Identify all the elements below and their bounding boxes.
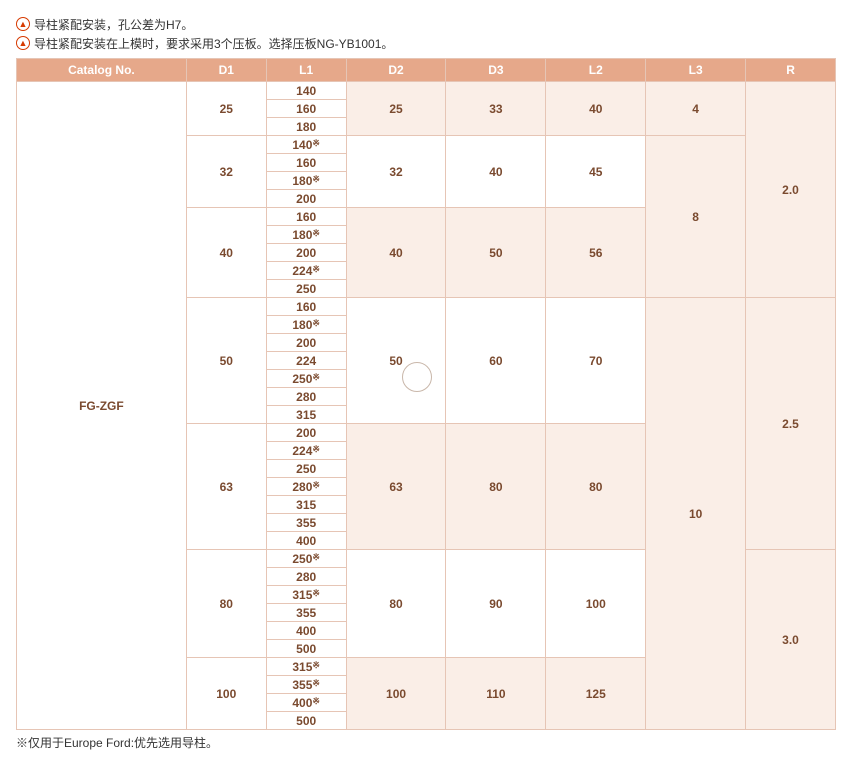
l1-cell: 500 xyxy=(266,640,346,658)
d2-cell: 50 xyxy=(346,298,446,424)
r-cell: 3.0 xyxy=(746,550,836,730)
header-d2: D2 xyxy=(346,59,446,82)
r-cell: 2.0 xyxy=(746,82,836,298)
l1-cell: 160 xyxy=(266,208,346,226)
l1-cell: 500 xyxy=(266,712,346,730)
spec-table: Catalog No. D1 L1 D2 D3 L2 L3 R FG-ZGF25… xyxy=(16,58,836,730)
r-cell: 2.5 xyxy=(746,298,836,550)
l1-cell: 180※ xyxy=(266,226,346,244)
d1-cell: 80 xyxy=(186,550,266,658)
cursor-circle-overlay xyxy=(402,362,432,392)
l1-cell: 355 xyxy=(266,604,346,622)
l1-cell: 224 xyxy=(266,352,346,370)
d1-cell: 63 xyxy=(186,424,266,550)
d3-cell: 50 xyxy=(446,208,546,298)
l1-cell: 280 xyxy=(266,568,346,586)
note-line-2: ▲ 导柱紧配安装在上模时，要求采用3个压板。选择压板NG-YB1001。 xyxy=(16,35,842,52)
note-text-1: 导柱紧配安装，孔公差为H7。 xyxy=(34,16,193,33)
table-row: FG-ZGF2514025334042.0 xyxy=(17,82,836,100)
l2-cell: 40 xyxy=(546,82,646,136)
l3-cell: 8 xyxy=(646,136,746,298)
header-l1: L1 xyxy=(266,59,346,82)
note-text-2: 导柱紧配安装在上模时，要求采用3个压板。选择压板NG-YB1001。 xyxy=(34,35,393,52)
header-r: R xyxy=(746,59,836,82)
d2-cell: 80 xyxy=(346,550,446,658)
header-catalog: Catalog No. xyxy=(17,59,187,82)
d3-cell: 80 xyxy=(446,424,546,550)
l1-cell: 200 xyxy=(266,244,346,262)
note-icon: ▲ xyxy=(16,17,30,31)
l2-cell: 100 xyxy=(546,550,646,658)
d1-cell: 40 xyxy=(186,208,266,298)
d1-cell: 50 xyxy=(186,298,266,424)
l1-cell: 224※ xyxy=(266,442,346,460)
l1-cell: 315 xyxy=(266,406,346,424)
d3-cell: 33 xyxy=(446,82,546,136)
l1-cell: 250 xyxy=(266,280,346,298)
l1-cell: 400 xyxy=(266,532,346,550)
l1-cell: 250※ xyxy=(266,370,346,388)
header-l2: L2 xyxy=(546,59,646,82)
note-icon: ▲ xyxy=(16,36,30,50)
d1-cell: 25 xyxy=(186,82,266,136)
d2-cell: 32 xyxy=(346,136,446,208)
l1-cell: 355※ xyxy=(266,676,346,694)
d1-cell: 32 xyxy=(186,136,266,208)
catalog-no-cell: FG-ZGF xyxy=(17,82,187,730)
l1-cell: 355 xyxy=(266,514,346,532)
l1-cell: 315※ xyxy=(266,658,346,676)
l1-cell: 180※ xyxy=(266,316,346,334)
l2-cell: 80 xyxy=(546,424,646,550)
l2-cell: 125 xyxy=(546,658,646,730)
d3-cell: 110 xyxy=(446,658,546,730)
l2-cell: 56 xyxy=(546,208,646,298)
l3-cell: 4 xyxy=(646,82,746,136)
header-row: Catalog No. D1 L1 D2 D3 L2 L3 R xyxy=(17,59,836,82)
footnote: ※仅用于Europe Ford:优先选用导柱。 xyxy=(16,734,842,751)
header-d1: D1 xyxy=(186,59,266,82)
d2-cell: 100 xyxy=(346,658,446,730)
l1-cell: 250 xyxy=(266,460,346,478)
l1-cell: 200 xyxy=(266,190,346,208)
l1-cell: 180 xyxy=(266,118,346,136)
l1-cell: 180※ xyxy=(266,172,346,190)
d3-cell: 90 xyxy=(446,550,546,658)
l2-cell: 45 xyxy=(546,136,646,208)
l1-cell: 315※ xyxy=(266,586,346,604)
d3-cell: 60 xyxy=(446,298,546,424)
note-line-1: ▲ 导柱紧配安装，孔公差为H7。 xyxy=(16,16,842,33)
d1-cell: 100 xyxy=(186,658,266,730)
header-d3: D3 xyxy=(446,59,546,82)
l2-cell: 70 xyxy=(546,298,646,424)
l1-cell: 160 xyxy=(266,154,346,172)
l1-cell: 280 xyxy=(266,388,346,406)
l1-cell: 400 xyxy=(266,622,346,640)
l1-cell: 160 xyxy=(266,100,346,118)
l1-cell: 200 xyxy=(266,334,346,352)
header-l3: L3 xyxy=(646,59,746,82)
l3-cell: 10 xyxy=(646,298,746,730)
l1-cell: 315 xyxy=(266,496,346,514)
d2-cell: 25 xyxy=(346,82,446,136)
l1-cell: 400※ xyxy=(266,694,346,712)
l1-cell: 224※ xyxy=(266,262,346,280)
l1-cell: 140 xyxy=(266,82,346,100)
d2-cell: 63 xyxy=(346,424,446,550)
l1-cell: 250※ xyxy=(266,550,346,568)
l1-cell: 200 xyxy=(266,424,346,442)
l1-cell: 140※ xyxy=(266,136,346,154)
l1-cell: 160 xyxy=(266,298,346,316)
l1-cell: 280※ xyxy=(266,478,346,496)
d2-cell: 40 xyxy=(346,208,446,298)
d3-cell: 40 xyxy=(446,136,546,208)
